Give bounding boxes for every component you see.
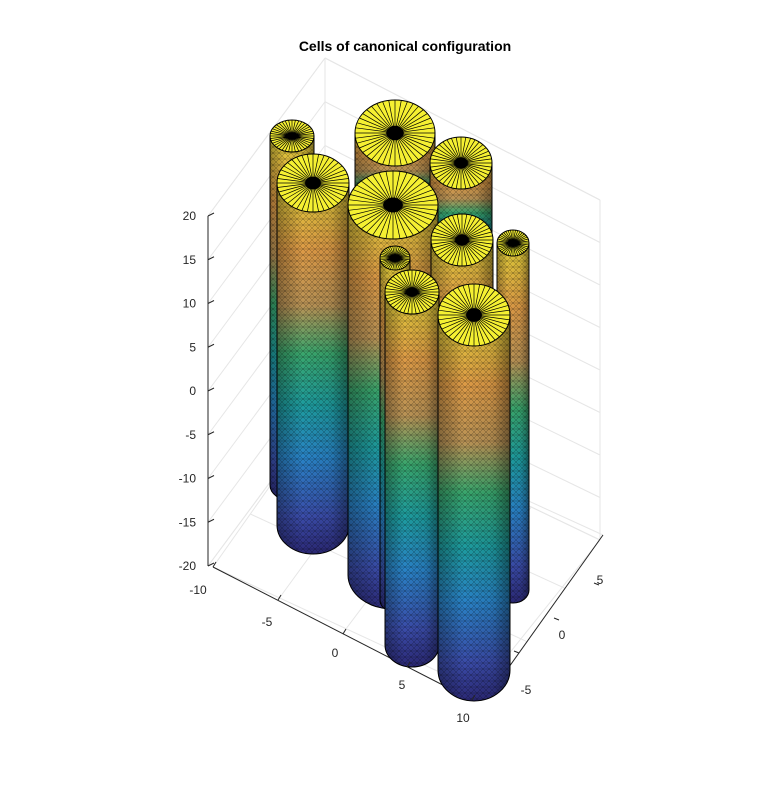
z-tick-mark	[207, 475, 215, 479]
z-tick-label: -20	[179, 559, 197, 573]
cap-spokes	[431, 214, 493, 266]
cap-center	[383, 197, 403, 213]
z-tick-mark	[207, 256, 215, 261]
cap-center	[386, 125, 404, 141]
cap-spokes	[355, 100, 435, 166]
z-tick-mark	[207, 562, 215, 567]
y-tick-mark	[513, 650, 520, 654]
cap-spokes	[277, 154, 349, 212]
cap-center	[455, 234, 469, 246]
y-tick-mark	[553, 617, 560, 621]
z-tick-mark	[207, 518, 215, 523]
x-tick-label: 10	[456, 711, 470, 725]
cylinder	[384, 269, 440, 668]
x-tick-mark	[342, 628, 347, 635]
cylinder-mesh	[276, 182, 350, 555]
cylinder	[437, 283, 511, 702]
z-tick-mark	[207, 212, 215, 217]
x-tick-label: -10	[189, 583, 207, 597]
z-tick-label: 20	[183, 209, 197, 223]
cap-center	[466, 308, 482, 322]
z-tick-mark	[207, 431, 215, 436]
z-tick-mark	[207, 300, 215, 304]
y-tick-label: 5	[597, 573, 604, 587]
cap-spokes	[380, 246, 410, 270]
z-tick-label: -5	[185, 428, 196, 442]
x-tick-label: -5	[262, 615, 273, 629]
y-tick-label: -5	[521, 683, 532, 697]
z-tick-mark	[207, 343, 215, 348]
x-tick-mark	[277, 594, 282, 601]
z-tick-label: -15	[179, 515, 197, 529]
cap-spokes	[348, 171, 438, 239]
grid-line	[207, 57, 326, 217]
cap-spokes	[497, 230, 529, 256]
z-tick-mark	[207, 387, 215, 392]
cylinder	[276, 153, 350, 555]
axis-ticks: 20 15 10 5 0 -5 -10 -15 -20 -10 -5 0 5 10 -5 0 5	[179, 209, 604, 725]
x-tick-mark	[471, 694, 476, 701]
cap-spokes	[385, 270, 439, 314]
cap-center	[454, 157, 468, 169]
x-tick-label: 5	[399, 678, 406, 692]
cap-spokes	[438, 284, 510, 346]
y-tick-label: 0	[559, 628, 566, 642]
x-tick-label: 0	[332, 646, 339, 660]
y-tick-mark	[593, 582, 600, 586]
z-tick-label: 0	[189, 384, 196, 398]
cylinders-group	[269, 99, 530, 702]
z-tick-label: 15	[183, 253, 197, 267]
cap-spokes	[430, 137, 492, 189]
cylinder-mesh	[384, 291, 440, 668]
grid-line	[324, 57, 601, 201]
cap-center	[406, 287, 418, 297]
z-tick-label: 10	[183, 297, 197, 311]
chart-title: Cells of canonical configuration	[299, 38, 511, 54]
cap-center	[305, 176, 321, 190]
cap-spokes	[270, 120, 314, 152]
cap-center	[287, 132, 297, 140]
x-tick-mark	[212, 561, 217, 568]
z-tick-label: 5	[189, 340, 196, 354]
x-tick-mark	[406, 661, 411, 668]
cap-center	[391, 255, 399, 261]
cylinder-mesh	[437, 314, 511, 702]
z-tick-label: -10	[179, 472, 197, 486]
cap-center	[509, 240, 517, 246]
